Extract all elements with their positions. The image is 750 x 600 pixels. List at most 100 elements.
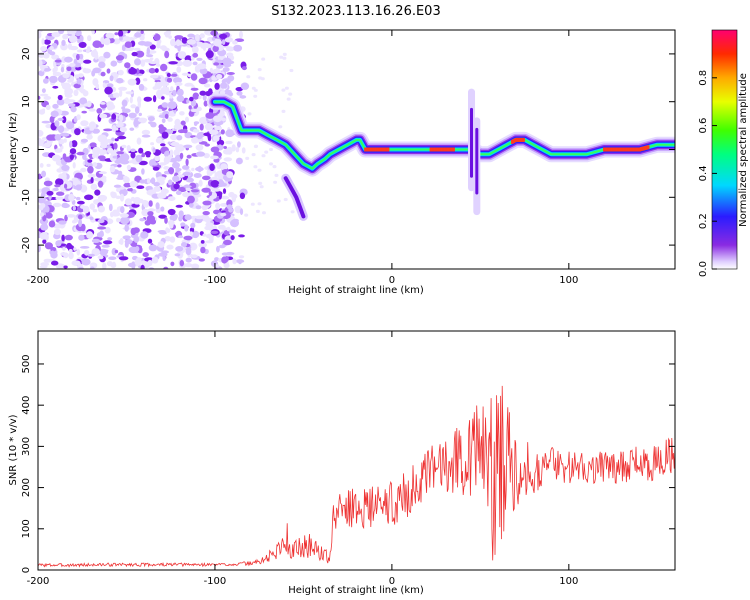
noise-blob [205,112,215,119]
noise-blob [140,231,149,239]
noise-blob [190,254,198,259]
noise-blob [157,192,167,199]
noise-blob [106,261,113,267]
noise-blob [38,173,42,180]
noise-blob [177,51,186,59]
noise-blob [149,219,157,225]
noise-blob [73,83,81,89]
noise-blob [67,43,73,50]
noise-blob [97,180,104,188]
noise-blob [138,83,145,91]
noise-blob [221,39,226,45]
noise-blob [197,165,202,173]
noise-blob [203,100,208,107]
noise-blob [213,38,222,47]
noise-blob [56,168,63,173]
noise-blob [189,96,194,102]
noise-blob [140,30,144,34]
noise-blob [55,240,62,247]
noise-blob [96,108,103,114]
ridge-peak [621,147,624,152]
y-tick-label: 200 [21,478,32,497]
noise-blob [196,63,207,70]
noise-blob [230,235,235,241]
noise-blob [251,153,256,157]
noise-blob [255,209,260,213]
noise-blob [261,154,266,158]
noise-blob [282,56,287,60]
noise-blob [226,147,233,155]
noise-blob [124,41,133,48]
noise-blob [239,30,243,39]
noise-blob [141,129,151,135]
ridge-peak [639,147,643,152]
noise-blob [182,59,192,67]
noise-blob [140,264,145,269]
noise-blob [276,199,281,203]
noise-blob [179,152,184,160]
noise-blob [170,134,178,141]
colorbar-ticks: 0.0 0.2 0.4 0.6 0.8 [698,70,717,277]
noise-blob [152,95,157,103]
noise-blob [183,235,193,241]
noise-blob [211,188,221,192]
noise-blob [225,129,235,138]
noise-blob [257,68,262,72]
noise-blob [80,120,89,127]
noise-blob [133,235,140,243]
noise-blob [80,167,87,173]
noise-blob [41,203,46,208]
noise-blob [166,86,170,93]
ridge-peak [605,147,609,152]
snr-xlabel: Height of straight line (km) [288,585,424,596]
ridge-peak [445,147,448,152]
noise-blob [170,157,178,163]
noise-blob [87,173,96,179]
noise-blob [42,222,48,231]
noise-blob [131,51,138,57]
noise-blob [41,170,47,178]
noise-blob [50,110,59,118]
noise-blob [175,204,183,208]
ridge-peak [429,147,433,152]
noise-blob [81,258,91,266]
noise-blob [99,102,106,105]
noise-blob [143,78,148,82]
noise-blob [117,135,127,140]
noise-blob [71,260,81,266]
noise-blob [83,59,92,64]
noise-blob [284,86,289,90]
noise-blob [84,194,94,201]
noise-blob [190,87,199,91]
noise-blob [86,134,93,140]
noise-blob [172,175,180,182]
noise-blob [54,184,61,188]
noise-blob [61,234,65,242]
noise-blob [246,75,251,79]
noise-blob [90,177,94,184]
noise-blob [135,68,140,75]
noise-blob [118,239,123,245]
noise-blob [68,193,75,202]
noise-blob [247,112,252,116]
ridge-peak [433,147,437,152]
ridge-peak [376,147,380,152]
noise-blob [148,67,156,74]
noise-blob [76,114,81,120]
noise-blob [133,47,141,51]
noise-blob [110,60,118,67]
noise-blob [147,259,153,267]
noise-blob [192,129,200,133]
noise-blob [216,245,220,253]
noise-blob [226,226,231,232]
noise-blob [97,205,105,213]
ridge-peak [627,147,630,152]
noise-blob [74,128,81,136]
ridge-peak [385,147,388,152]
noise-blob [136,185,145,189]
snr-ticks: -200 -100 0 100 0 100 200 300 400 500 [21,331,675,587]
noise-blob [121,44,126,52]
noise-blob [164,31,170,38]
noise-blob [281,88,286,92]
noise-blob [182,191,191,198]
